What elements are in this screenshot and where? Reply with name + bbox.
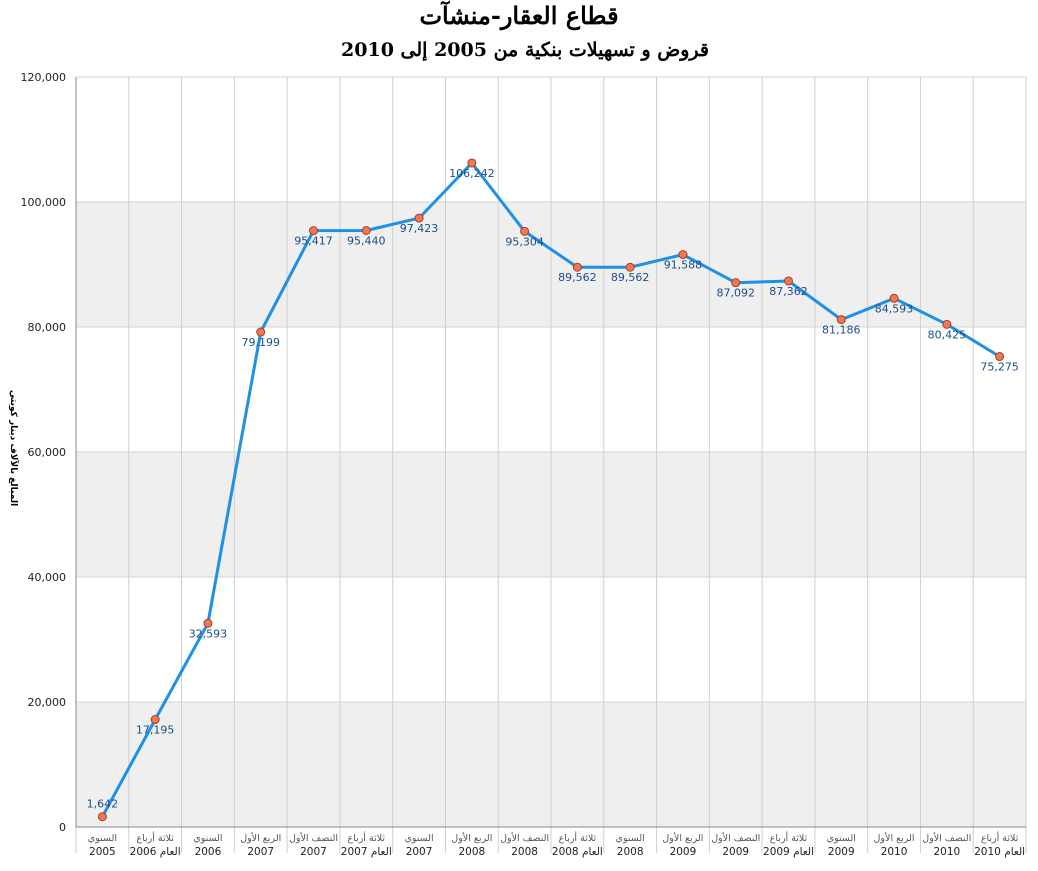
x-tick-label-year: 2007 bbox=[300, 846, 327, 858]
x-tick-label-year: 2007 bbox=[406, 846, 433, 858]
series-path bbox=[101, 161, 1001, 818]
data-point bbox=[889, 293, 899, 303]
x-tick-label-period: السنوي bbox=[193, 833, 222, 844]
x-tick-label-period: الربع الأول bbox=[451, 832, 492, 844]
data-label: 95,417 bbox=[294, 235, 333, 248]
y-tick-label: 120,000 bbox=[21, 71, 67, 84]
x-tick-label-year: العام 2009 bbox=[763, 846, 814, 858]
data-point bbox=[203, 618, 213, 628]
y-tick-label: 20,000 bbox=[28, 696, 67, 709]
data-label: 95,304 bbox=[505, 235, 544, 248]
x-tick-label-year: 2010 bbox=[933, 846, 960, 858]
x-tick-label-period: ثلاثة أرباع bbox=[348, 831, 386, 844]
data-point bbox=[309, 226, 318, 236]
x-tick-label-period: الربع الأول bbox=[240, 832, 281, 844]
x-tick-label-year: 2006 bbox=[195, 846, 222, 858]
x-tick-label-period: السنوي bbox=[88, 833, 117, 844]
data-label: 87,092 bbox=[716, 287, 755, 300]
data-label: 89,562 bbox=[611, 271, 650, 284]
data-point bbox=[361, 226, 371, 235]
data-point bbox=[625, 262, 635, 272]
data-point bbox=[467, 158, 477, 168]
x-tick-label-year: 2009 bbox=[828, 846, 855, 858]
data-point bbox=[731, 278, 741, 288]
x-tick-label-period: ثلاثة أرباع bbox=[136, 831, 174, 844]
x-tick-label-year: العام 2006 bbox=[130, 846, 181, 858]
data-point bbox=[572, 262, 582, 272]
data-point bbox=[256, 327, 266, 337]
x-tick-label-period: النصف الأول bbox=[922, 832, 971, 844]
data-label: 81,186 bbox=[822, 324, 861, 337]
data-label: 97,423 bbox=[400, 222, 439, 235]
x-tick-label-year: 2009 bbox=[670, 846, 697, 858]
data-point bbox=[520, 226, 530, 236]
x-tick-label-period: السنوي bbox=[827, 833, 856, 844]
x-tick-label-year: 2010 bbox=[881, 846, 908, 858]
data-label: 84,593 bbox=[875, 302, 914, 315]
y-tick-labels: 0 20,000 40,000 60,000 80,000 100,000 120,000 bbox=[21, 71, 67, 834]
data-point bbox=[97, 812, 107, 822]
x-tick-label-year: 2007 bbox=[247, 846, 274, 858]
x-tick-label-year: العام 2008 bbox=[552, 846, 603, 858]
data-label: 80,425 bbox=[928, 328, 967, 341]
x-tick-label-period: السنوي bbox=[404, 833, 433, 844]
x-tick-label-period: السنوي bbox=[616, 833, 645, 844]
x-tick-label-period: ثلاثة أرباع bbox=[981, 831, 1019, 844]
x-tick-label-period: الربع الأول bbox=[874, 832, 915, 844]
y-tick-label: 0 bbox=[59, 821, 66, 834]
y-tick-label: 60,000 bbox=[28, 446, 67, 459]
x-tick-label-year: العام 2007 bbox=[341, 846, 392, 858]
data-label: 87,362 bbox=[769, 285, 808, 298]
data-label: 75,275 bbox=[980, 361, 1019, 374]
x-tick-label-year: 2005 bbox=[89, 846, 116, 858]
x-tick-label-period: الربع الأول bbox=[662, 832, 703, 844]
data-points bbox=[97, 158, 1005, 822]
x-tick-label-period: النصف الأول bbox=[500, 832, 549, 844]
x-tick-label-year: 2008 bbox=[617, 846, 644, 858]
x-tick-label-period: النصف الأول bbox=[289, 832, 338, 844]
chart-title: قطاع العقار-منشآت bbox=[419, 1, 619, 30]
y-tick-label: 40,000 bbox=[28, 571, 67, 584]
x-tick-label-period: ثلاثة أرباع bbox=[559, 831, 597, 844]
data-point bbox=[995, 352, 1005, 362]
x-tick-label-period: النصف الأول bbox=[711, 832, 760, 844]
x-tick-labels: السنوي 2005 ثلاثة أرباع العام 2006 السنوي 200… bbox=[88, 831, 1025, 858]
data-label: 106,242 bbox=[449, 167, 495, 180]
x-tick-label-year: العام 2010 bbox=[974, 846, 1025, 858]
series-line bbox=[101, 161, 1001, 818]
data-label: 32,593 bbox=[189, 627, 228, 640]
x-tick-label-year: 2008 bbox=[458, 846, 485, 858]
x-tick-label-year: 2009 bbox=[722, 846, 749, 858]
data-point bbox=[150, 715, 160, 725]
data-point bbox=[414, 213, 424, 223]
data-label: 91,588 bbox=[664, 259, 703, 272]
data-point bbox=[784, 276, 793, 286]
data-label: 1,642 bbox=[87, 798, 119, 811]
data-point bbox=[836, 315, 846, 325]
data-point bbox=[678, 250, 688, 260]
y-tick-label: 100,000 bbox=[21, 196, 67, 209]
data-label: 95,440 bbox=[347, 235, 386, 248]
data-label: 89,562 bbox=[558, 271, 597, 284]
data-point bbox=[942, 319, 952, 329]
data-labels: 1,642 17,195 32,593 79,199 95,417 95,440 97,42… bbox=[87, 167, 1019, 811]
data-label: 79,199 bbox=[241, 336, 280, 349]
axes bbox=[75, 77, 1026, 828]
y-tick-label: 80,000 bbox=[28, 321, 67, 334]
x-tick-label-year: 2008 bbox=[511, 846, 538, 858]
chart-subtitle: قروض و تسهيلات بنكية من 2005 إلى 2010 bbox=[341, 39, 709, 61]
x-tick-label-period: ثلاثة أرباع bbox=[770, 831, 808, 844]
data-label: 17,195 bbox=[136, 724, 175, 737]
gridlines bbox=[75, 76, 1027, 853]
